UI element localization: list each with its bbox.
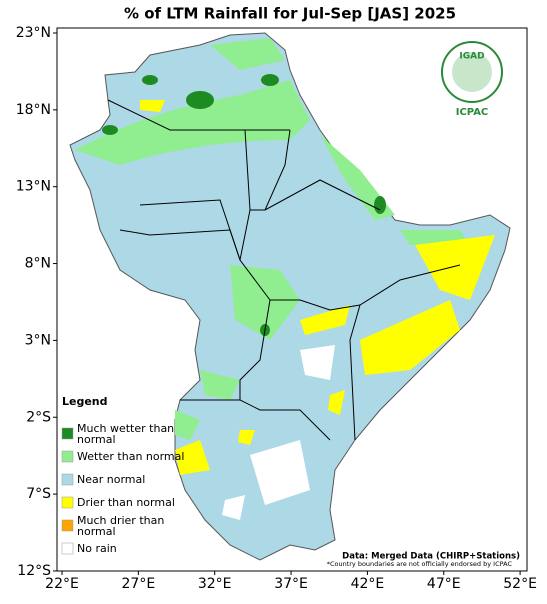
legend-swatch [61,519,74,532]
logo-name: IGAD [459,52,484,62]
lat-tick-label: 18°N [16,102,51,118]
legend-label: Much drier than normal [77,514,164,538]
lon-tick-label: 52°E [503,576,537,592]
lat-tick-label: 3°N [25,332,51,348]
legend-swatch [61,473,74,486]
legend-label: Drier than normal [77,496,175,509]
lon-tick-label: 47°E [427,576,461,592]
data-source: Data: Merged Data (CHIRP+Stations) [342,552,520,562]
map-title: % of LTM Rainfall for Jul-Sep [JAS] 2025 [124,5,456,23]
legend-label: No rain [77,542,117,555]
boundary-note: *Country boundaries are not officially e… [327,560,513,568]
lat-tick-label: 12°S [17,563,51,579]
lat-tick-label: 13°N [16,179,51,195]
legend-title: Legend [62,395,108,408]
lon-tick-label: 27°E [122,576,156,592]
lon-tick-label: 37°E [274,576,308,592]
legend-label: Much wetter than normal [77,422,174,446]
logo: IGAD ICPAC [441,41,503,118]
legend-swatch [61,496,74,509]
lon-tick-label: 32°E [198,576,232,592]
legend-swatch [61,542,74,555]
lon-tick-label: 42°E [351,576,385,592]
lat-tick-label: 8°N [25,256,51,272]
legend-swatch [61,450,74,463]
lat-tick-label: 7°S [26,486,51,502]
lat-tick-label: 2°S [26,409,51,425]
legend: Legend Much wetter than normal Wetter than… [61,395,184,555]
legend-swatch [61,427,74,440]
logo-center: ICPAC [456,107,489,118]
lon-tick-label: 22°E [45,576,79,592]
legend-label: Near normal [77,473,145,486]
legend-label: Wetter than normal [77,450,184,463]
region [69,32,511,561]
lat-tick-label: 23°N [16,25,51,41]
